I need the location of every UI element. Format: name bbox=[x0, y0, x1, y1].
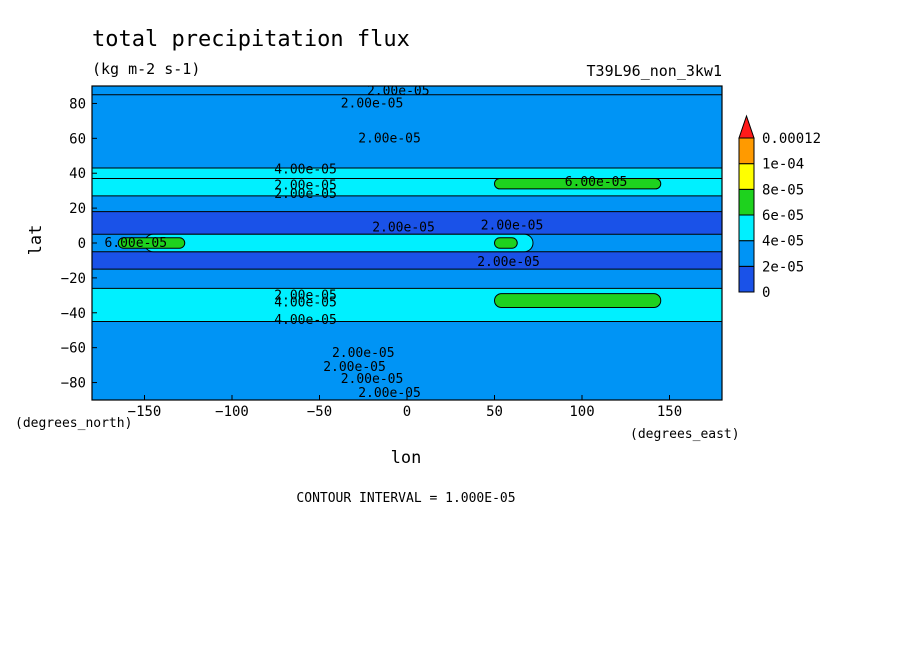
colorbar-box-3 bbox=[738, 188, 755, 216]
x-tick-label-4: 50 bbox=[486, 404, 503, 420]
y-tick-label-4: 0 bbox=[78, 236, 86, 252]
colorbar-arrow bbox=[738, 114, 755, 139]
contour-label-6: 6.00e-05 bbox=[565, 175, 628, 190]
colorbar-label-5: 2e-05 bbox=[762, 259, 804, 275]
colorbar-label-2: 8e-05 bbox=[762, 182, 804, 198]
chart-title: total precipitation flux bbox=[92, 27, 410, 52]
contour-label-4: 2.00e-05 bbox=[274, 178, 337, 193]
x-axis: −150 −100 −50 0 50 100 150 bbox=[128, 395, 682, 420]
feature-3 bbox=[494, 237, 518, 249]
colorbar-box-0 bbox=[738, 265, 755, 293]
zonal-band-4 bbox=[92, 211, 722, 235]
x-tick-label-0: −150 bbox=[128, 404, 162, 420]
y-axis-units: (degrees_north) bbox=[15, 416, 132, 431]
feature-4 bbox=[494, 177, 662, 190]
zonal-band-7 bbox=[92, 269, 722, 289]
y-tick-label-3: 20 bbox=[69, 201, 86, 217]
chart-subtitle: (kg m-2 s-1) bbox=[92, 60, 200, 78]
y-axis: 80 60 40 20 0 −20 −40 −60 −80 bbox=[61, 96, 97, 392]
contour-label-12: 4.00e-05 bbox=[274, 295, 337, 310]
zonal-band-3 bbox=[92, 195, 722, 212]
contour-label-3: 4.00e-05 bbox=[274, 163, 337, 178]
contour-label-7: 6.00e-05 bbox=[104, 236, 167, 251]
contour-label-17: 2.00e-05 bbox=[358, 386, 421, 401]
x-tick-label-5: 100 bbox=[569, 404, 594, 420]
colorbar-box-1 bbox=[738, 240, 755, 267]
colorbar-box-5 bbox=[738, 137, 755, 165]
colorbar-label-3: 6e-05 bbox=[762, 208, 804, 224]
feature-2 bbox=[117, 237, 186, 249]
y-tick-label-5: −20 bbox=[61, 271, 86, 287]
y-tick-label-6: −40 bbox=[61, 306, 86, 322]
x-axis-label: lon bbox=[391, 448, 422, 468]
feature-1 bbox=[144, 233, 534, 253]
contour-label-11: 2.00e-05 bbox=[274, 288, 337, 303]
contour-label-9: 2.00e-05 bbox=[481, 219, 544, 234]
colorbar-label-0: 0.00012 bbox=[762, 131, 821, 147]
colorbar-label-6: 0 bbox=[762, 285, 770, 301]
plot-area: 2.00e-052.00e-052.00e-054.00e-052.00e-05… bbox=[91, 84, 723, 401]
contour-label-5: 2.00e-05 bbox=[274, 187, 337, 202]
colorbar-box-4 bbox=[738, 163, 755, 190]
colorbar-legend: 0.00012 1e-04 8e-05 6e-05 4e-05 2e-05 0 bbox=[738, 114, 821, 301]
contour-label-2: 2.00e-05 bbox=[358, 131, 421, 146]
feature-5 bbox=[494, 293, 662, 309]
colorbar-box-2 bbox=[738, 214, 755, 242]
contour-label-13: 4.00e-05 bbox=[274, 313, 337, 328]
contour-label-8: 2.00e-05 bbox=[372, 220, 435, 235]
y-tick-label-2: 40 bbox=[69, 166, 86, 182]
x-tick-label-6: 150 bbox=[657, 404, 682, 420]
x-tick-label-2: −50 bbox=[307, 404, 332, 420]
contour-label-14: 2.00e-05 bbox=[332, 346, 395, 361]
colorbar-label-1: 1e-04 bbox=[762, 157, 804, 173]
y-tick-label-7: −60 bbox=[61, 341, 86, 357]
x-tick-label-1: −100 bbox=[215, 404, 249, 420]
contour-interval-note: CONTOUR INTERVAL = 1.000E-05 bbox=[296, 491, 515, 506]
zonal-band-9 bbox=[92, 321, 722, 392]
y-tick-label-0: 80 bbox=[69, 96, 86, 112]
colorbar-label-4: 4e-05 bbox=[762, 234, 804, 250]
contour-label-10: 2.00e-05 bbox=[477, 255, 540, 270]
y-tick-label-8: −80 bbox=[61, 376, 86, 392]
run-label: T39L96_non_3kw1 bbox=[587, 62, 722, 80]
y-tick-label-1: 60 bbox=[69, 131, 86, 147]
zonal-band-0 bbox=[92, 94, 722, 168]
contour-label-1: 2.00e-05 bbox=[341, 96, 404, 111]
zonal-band-6 bbox=[92, 251, 722, 270]
contour-label-16: 2.00e-05 bbox=[341, 372, 404, 387]
contour-label-0: 2.00e-05 bbox=[367, 84, 430, 99]
y-axis-label: lat bbox=[26, 225, 46, 256]
zonal-band-1 bbox=[92, 167, 722, 179]
x-axis-units: (degrees_east) bbox=[630, 427, 740, 442]
contour-label-15: 2.00e-05 bbox=[323, 360, 386, 375]
x-tick-label-3: 0 bbox=[403, 404, 411, 420]
